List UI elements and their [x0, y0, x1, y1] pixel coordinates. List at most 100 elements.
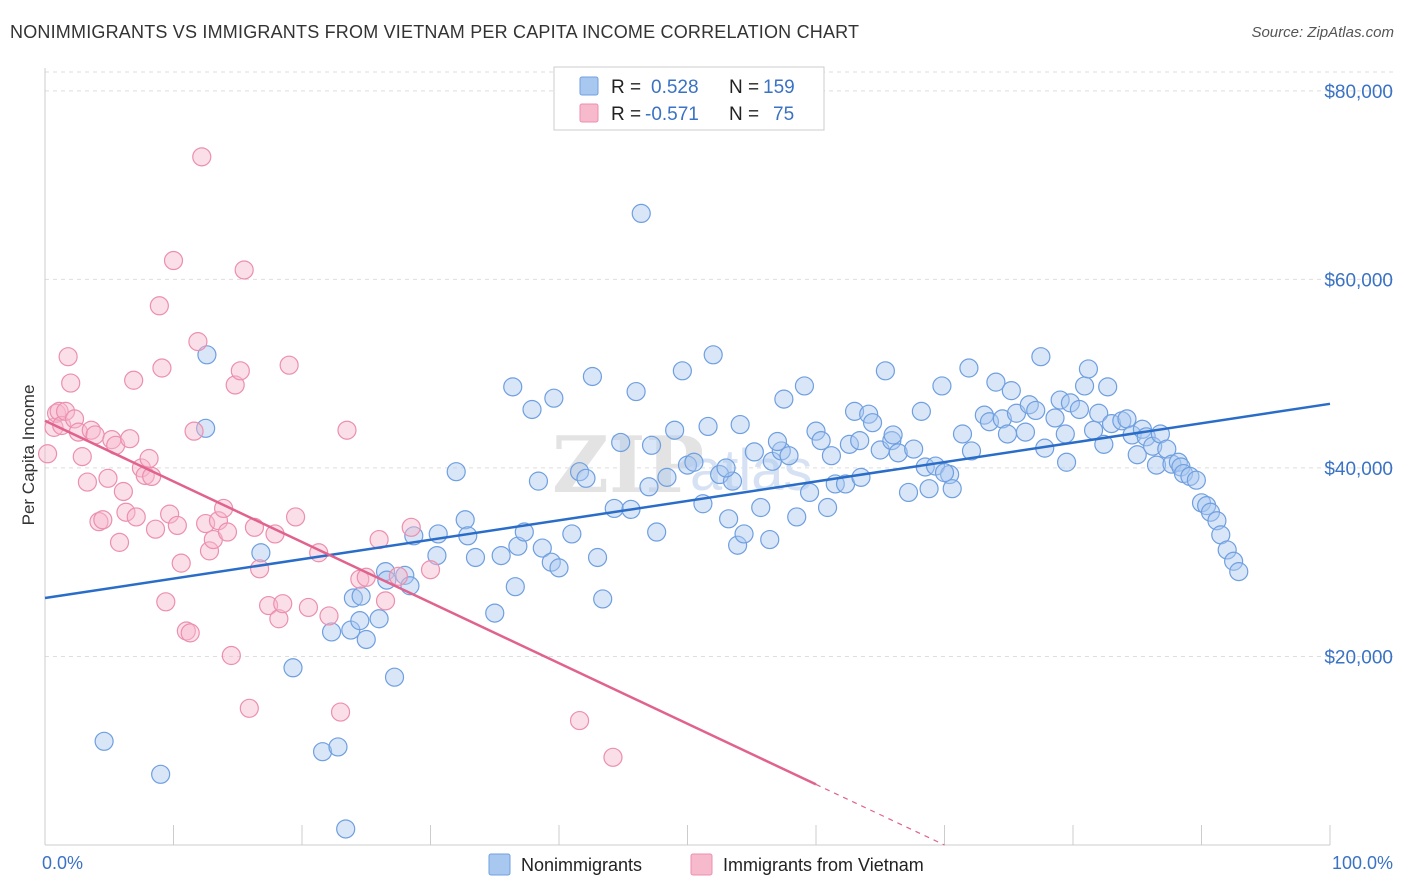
data-point-vietnam — [49, 401, 69, 421]
legend-top-r-value-blue: 0.528 — [651, 77, 699, 98]
data-point-nonimmigrants — [343, 588, 363, 608]
data-point-nonimmigrants — [997, 424, 1018, 444]
data-point-nonimmigrants — [1229, 562, 1249, 582]
data-point-vietnam — [160, 504, 180, 524]
data-point-vietnam — [180, 623, 200, 643]
data-point-nonimmigrants — [369, 609, 389, 629]
data-point-vietnam — [145, 519, 166, 539]
data-point-nonimmigrants — [1127, 445, 1147, 465]
data-point-vietnam — [569, 710, 590, 731]
y-axis-label: Per Capita Income — [19, 385, 38, 526]
data-point-nonimmigrants — [522, 399, 542, 420]
data-point-vietnam — [221, 645, 241, 666]
data-point-nonimmigrants — [806, 421, 826, 441]
data-point-nonimmigrants — [986, 372, 1006, 392]
data-point-nonimmigrants — [1026, 400, 1046, 421]
data-point-nonimmigrants — [94, 731, 114, 751]
data-point-vietnam — [167, 515, 187, 536]
data-point-vietnam — [116, 502, 136, 522]
data-point-nonimmigrants — [328, 737, 348, 757]
trend-line-nonimmigrants — [44, 402, 1331, 600]
data-point-nonimmigrants — [544, 388, 564, 408]
legend-bottom: Nonimmigrants Immigrants from Vietnam — [488, 853, 924, 876]
data-point-nonimmigrants — [934, 463, 955, 483]
legend-bottom-label-vietnam: Immigrants from Vietnam — [723, 855, 924, 875]
data-point-nonimmigrants — [395, 565, 415, 585]
data-point-vietnam — [337, 420, 357, 440]
data-point-vietnam — [72, 447, 92, 467]
data-point-nonimmigrants — [959, 358, 979, 378]
data-point-nonimmigrants — [1001, 381, 1021, 401]
data-point-nonimmigrants — [716, 458, 736, 478]
data-point-nonimmigrants — [576, 468, 596, 488]
data-point-nonimmigrants — [875, 361, 895, 381]
data-point-vietnam — [217, 522, 238, 542]
data-point-vietnam — [375, 591, 396, 611]
data-point-nonimmigrants — [491, 545, 511, 566]
data-point-nonimmigrants — [1031, 347, 1051, 367]
data-point-vietnam — [61, 373, 81, 393]
legend-top: R = 0.528 N = 159 R = -0.571 N = 75 — [553, 66, 825, 131]
data-point-nonimmigrants — [196, 418, 216, 438]
data-point-nonimmigrants — [251, 543, 271, 563]
data-point-vietnam — [152, 358, 172, 378]
data-point-nonimmigrants — [350, 611, 370, 631]
data-point-nonimmigrants — [1186, 470, 1206, 490]
data-point-vietnam — [199, 541, 220, 561]
data-point-nonimmigrants — [356, 629, 376, 650]
data-point-vietnam — [109, 532, 130, 552]
data-point-nonimmigrants — [684, 452, 704, 472]
data-point-nonimmigrants — [883, 425, 903, 445]
data-point-vietnam — [37, 444, 58, 464]
data-point-vietnam — [120, 429, 140, 449]
x-tick-labels: 0.0% 100.0% — [42, 853, 1393, 873]
data-point-vietnam — [188, 332, 208, 352]
legend-top-swatch-blue — [579, 76, 599, 96]
data-point-vietnam — [126, 507, 146, 527]
data-point-nonimmigrants — [1074, 376, 1095, 396]
data-point-nonimmigrants — [1157, 439, 1177, 459]
data-point-nonimmigrants — [974, 405, 994, 425]
legend-top-box — [553, 66, 825, 131]
data-point-nonimmigrants — [760, 529, 780, 550]
chart-title: NONIMMIGRANTS VS IMMIGRANTS FROM VIETNAM… — [10, 22, 860, 42]
data-point-nonimmigrants — [665, 420, 685, 440]
grid-lines — [45, 71, 1395, 657]
data-point-vietnam — [77, 472, 98, 492]
data-point-nonimmigrants — [514, 522, 534, 542]
data-point-vietnam — [230, 361, 250, 381]
data-point-vietnam — [249, 559, 270, 579]
data-point-vietnam — [388, 566, 408, 586]
data-point-nonimmigrants — [1143, 436, 1163, 456]
data-point-vietnam — [603, 747, 623, 767]
data-point-nonimmigrants — [904, 439, 924, 459]
data-point-vietnam — [124, 370, 144, 390]
legend-top-n-label-blue: N = — [729, 77, 759, 98]
data-point-nonimmigrants — [961, 441, 982, 461]
data-point-nonimmigrants — [657, 467, 677, 487]
data-point-vietnam — [139, 448, 159, 469]
data-point-vietnam — [285, 507, 306, 527]
data-point-nonimmigrants — [744, 442, 764, 462]
data-point-nonimmigrants — [817, 497, 838, 518]
data-point-nonimmigrants — [811, 430, 831, 451]
legend-bottom-swatch-pink — [690, 853, 713, 876]
data-point-nonimmigrants — [1045, 408, 1065, 428]
x-tick-label-min: 0.0% — [42, 853, 83, 873]
legend-bottom-swatch-blue — [488, 853, 511, 876]
data-point-nonimmigrants — [767, 431, 788, 452]
data-point-nonimmigrants — [862, 413, 883, 433]
data-point-nonimmigrants — [1117, 409, 1137, 429]
data-point-vietnam — [225, 375, 245, 395]
data-point-nonimmigrants — [485, 603, 505, 623]
data-point-nonimmigrants — [446, 462, 466, 482]
data-point-nonimmigrants — [1069, 399, 1090, 420]
data-point-nonimmigrants — [626, 381, 646, 402]
data-point-vietnam — [98, 468, 118, 488]
data-point-vietnam — [298, 597, 319, 618]
data-point-nonimmigrants — [631, 203, 651, 224]
data-point-nonimmigrants — [197, 345, 217, 365]
data-point-nonimmigrants — [751, 497, 771, 518]
data-point-nonimmigrants — [851, 467, 871, 487]
data-point-vietnam — [156, 592, 176, 612]
